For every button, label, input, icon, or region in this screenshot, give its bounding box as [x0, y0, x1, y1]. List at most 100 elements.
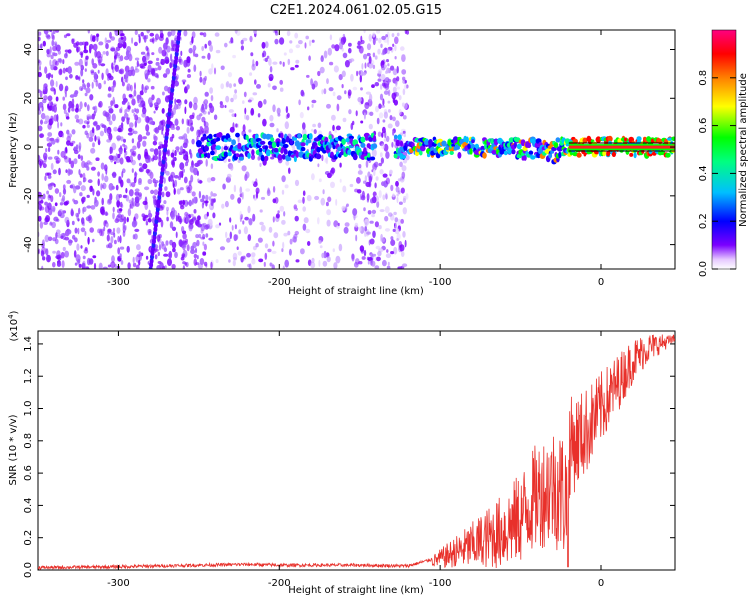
- heatmap-cell: [177, 99, 182, 106]
- heatmap-cell: [225, 231, 228, 238]
- heatmap-cell: [364, 102, 370, 110]
- heatmap-cell: [375, 176, 379, 181]
- heatmap-cell: [84, 102, 87, 108]
- heatmap-cell: [163, 247, 168, 253]
- heatmap-cell: [182, 261, 186, 265]
- heatmap-cell: [161, 191, 165, 198]
- heatmap-cell: [222, 183, 226, 190]
- heatmap-cell: [326, 103, 331, 109]
- heatmap-cell: [112, 96, 115, 104]
- heatmap-cell: [189, 213, 194, 217]
- heatmap-cell: [184, 99, 188, 105]
- heatmap-cell: [106, 39, 112, 43]
- heatmap-cell: [255, 243, 259, 248]
- heatmap-cell: [231, 224, 234, 231]
- heatmap-cell: [391, 92, 397, 100]
- heatmap-cell: [105, 43, 109, 50]
- heatmap-cell: [290, 67, 295, 71]
- y-tick-label: -20: [23, 188, 34, 204]
- heatmap-cell: [131, 159, 136, 166]
- heatmap-cell: [78, 108, 82, 112]
- heatmap-cell: [153, 155, 158, 161]
- heatmap-cell: [121, 171, 124, 178]
- heatmap-cell: [113, 60, 116, 66]
- heatmap-cell: [300, 89, 305, 97]
- heatmap-cell: [126, 178, 131, 184]
- heatmap-cell: [75, 75, 79, 80]
- heatmap-cell: [158, 149, 162, 157]
- heatmap-cell: [56, 250, 61, 258]
- heatmap-cell: [45, 215, 51, 223]
- heatmap-band-cell: [227, 137, 232, 142]
- heatmap-cell: [383, 90, 389, 95]
- heatmap-cell: [88, 258, 94, 265]
- heatmap-cell: [321, 89, 324, 95]
- heatmap-cell: [39, 90, 43, 98]
- heatmap-cell: [401, 54, 406, 58]
- heatmap-cell: [69, 74, 73, 79]
- heatmap-band-cell: [420, 145, 426, 152]
- heatmap-cell: [128, 93, 133, 98]
- heatmap-cell: [247, 205, 251, 214]
- heatmap-band-cell: [400, 155, 407, 159]
- heatmap-cell: [398, 201, 403, 205]
- heatmap-cell: [385, 193, 388, 200]
- heatmap-cell: [54, 188, 60, 194]
- heatmap-cell: [382, 98, 385, 106]
- heatmap-cell: [43, 30, 49, 35]
- heatmap-cell: [385, 151, 390, 159]
- heatmap-cell: [183, 30, 188, 37]
- heatmap-band-cell: [469, 148, 473, 155]
- heatmap-cell: [89, 93, 94, 101]
- heatmap-cell: [375, 245, 381, 250]
- heatmap-cell: [350, 73, 354, 82]
- heatmap-cell: [161, 241, 165, 247]
- heatmap-cell: [279, 205, 285, 212]
- heatmap-cell: [294, 215, 299, 222]
- heatmap-cell: [117, 137, 120, 142]
- heatmap-cell: [237, 197, 242, 204]
- heatmap-cell: [121, 81, 125, 87]
- heatmap-cell: [166, 216, 169, 222]
- heatmap-cell: [199, 32, 204, 36]
- heatmap-cell: [370, 198, 374, 204]
- heatmap-cell: [149, 32, 155, 37]
- heatmap-cell: [183, 155, 187, 160]
- heatmap-cell: [58, 209, 64, 215]
- heatmap-cell: [240, 39, 244, 45]
- heatmap-cell: [396, 193, 399, 197]
- heatmap-cell: [109, 193, 113, 201]
- heatmap-cell: [153, 189, 159, 196]
- heatmap-cell: [326, 256, 331, 263]
- heatmap-cell: [400, 187, 405, 194]
- heatmap-cell: [205, 233, 209, 238]
- heatmap-cell: [169, 221, 174, 229]
- heatmap-cell: [92, 255, 97, 259]
- heatmap-cell: [54, 138, 59, 143]
- heatmap-cell: [186, 126, 190, 134]
- heatmap-cell: [116, 208, 122, 214]
- heatmap-cell: [356, 177, 361, 184]
- heatmap-cell: [194, 53, 199, 58]
- heatmap-cell: [378, 112, 384, 119]
- heatmap-cell: [233, 83, 237, 87]
- heatmap-cell: [59, 68, 63, 75]
- heatmap-cell: [363, 207, 366, 212]
- heatmap-cell: [52, 169, 57, 175]
- heatmap-cell: [147, 78, 151, 83]
- heatmap-cell: [130, 128, 135, 135]
- heatmap-cell: [227, 72, 233, 78]
- heatmap-cell: [65, 200, 70, 205]
- heatmap-cell: [131, 168, 134, 173]
- heatmap-cell: [118, 56, 122, 63]
- heatmap-cell: [179, 187, 184, 191]
- heatmap-cell: [382, 126, 386, 134]
- heatmap-cell: [368, 62, 374, 69]
- heatmap-cell: [164, 265, 167, 269]
- heatmap-cell: [161, 129, 164, 135]
- heatmap-cell: [308, 55, 311, 61]
- heatmap-cell: [55, 160, 60, 164]
- heatmap-cell: [162, 91, 165, 96]
- heatmap-cell: [219, 246, 226, 251]
- heatmap-cell: [166, 206, 169, 212]
